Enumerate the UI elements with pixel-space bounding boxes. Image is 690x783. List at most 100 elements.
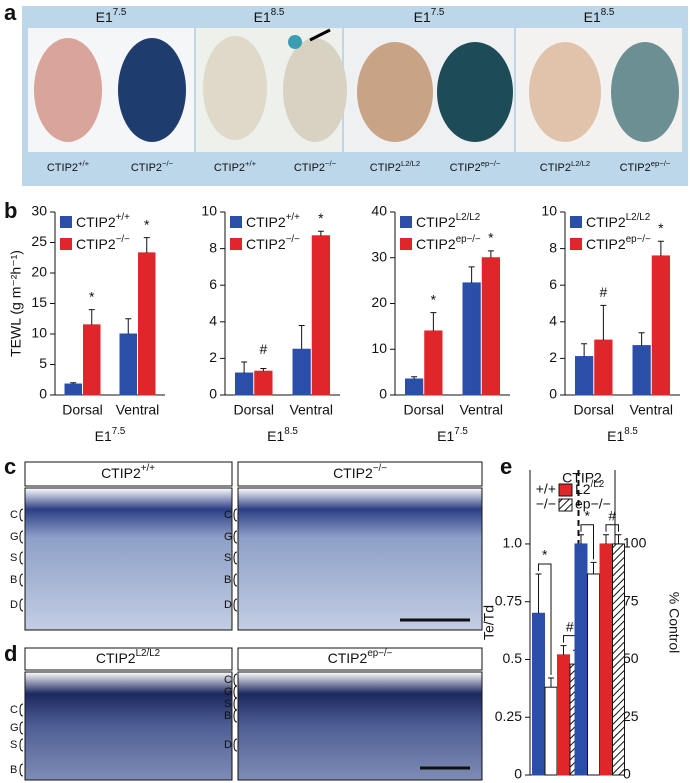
- panel-label: e: [500, 454, 512, 479]
- error-bar: [430, 312, 437, 331]
- title-box: [237, 461, 483, 487]
- legend-label: ep−/−: [575, 496, 611, 512]
- stage-label: E18.5: [254, 7, 285, 25]
- error-bar: [487, 250, 494, 258]
- layer-bracket: [19, 598, 24, 612]
- significance: *: [431, 291, 437, 307]
- tick-label: 1.0: [503, 535, 523, 551]
- layer-label: B: [10, 574, 17, 586]
- x-tick-label: Ventral: [116, 402, 160, 418]
- significance: #: [259, 341, 267, 357]
- tick-label: 0: [514, 766, 522, 782]
- legend-swatch: [558, 483, 573, 497]
- y-axis-label: TEWL (g m⁻²h⁻¹): [8, 250, 24, 357]
- error-bar: [241, 361, 248, 374]
- layer-bracket: [233, 573, 238, 587]
- bar: [532, 612, 545, 776]
- tick-label: 20: [31, 264, 47, 280]
- image-title: CTIP2L2/L2: [96, 648, 160, 666]
- error-bar: [260, 367, 267, 372]
- significance: *: [585, 507, 591, 523]
- bar: [574, 543, 588, 776]
- bar: [481, 257, 500, 396]
- legend-label: CTIP2−/−: [246, 234, 300, 252]
- layer-bracket: [233, 697, 238, 711]
- histology-image: [24, 671, 233, 781]
- layer-label: B: [10, 764, 17, 776]
- tick-label: 6: [209, 276, 217, 292]
- bar: [254, 370, 273, 396]
- genotype-label: CTIP2+/+: [47, 159, 90, 174]
- legend-swatch: [60, 216, 72, 228]
- error-bar: [468, 266, 475, 283]
- bar: [632, 345, 651, 396]
- legend-swatch: [570, 216, 582, 228]
- image-title: CTIP2ep−/−: [328, 648, 393, 666]
- tick-label: 30: [371, 248, 387, 264]
- bar: [311, 235, 330, 396]
- significance: *: [144, 216, 150, 232]
- significance: *: [318, 210, 324, 226]
- layer-label: S: [224, 698, 231, 710]
- layer-label: S: [10, 552, 17, 564]
- error-bar: [615, 534, 622, 544]
- genotype-label: CTIP2L2/L2: [540, 159, 590, 174]
- error-bar: [125, 318, 132, 334]
- legend-label: CTIP2+/+: [76, 212, 130, 230]
- image-title: CTIP2−/−: [333, 463, 387, 481]
- x-tick-label: Dorsal: [62, 402, 102, 418]
- tick-label: 8: [549, 239, 557, 255]
- x-axis-label: E18.5: [267, 426, 298, 444]
- tick-label: 25: [31, 233, 47, 249]
- legend-label: −/−: [536, 496, 556, 512]
- tick-label: 10: [541, 203, 557, 219]
- tick-label: 8: [209, 239, 217, 255]
- x-tick-label: Ventral: [459, 402, 503, 418]
- tick-label: 0.75: [495, 592, 522, 608]
- layer-label: G: [10, 531, 19, 543]
- error-bar: [603, 534, 609, 544]
- bar: [651, 255, 670, 396]
- significance: #: [608, 507, 616, 523]
- significance: *: [488, 230, 494, 246]
- error-bar: [411, 376, 418, 379]
- tick-label: 10: [201, 203, 217, 219]
- error-bar: [578, 534, 584, 544]
- x-tick-label: Ventral: [629, 402, 673, 418]
- legend-label: +/+: [536, 481, 556, 497]
- y-axis-label: Te/Td: [481, 605, 497, 640]
- layer-bracket: [233, 530, 238, 544]
- tick-label: 0: [39, 386, 47, 402]
- bar: [557, 654, 570, 776]
- tick-label: 0: [549, 386, 557, 402]
- y2-axis-label: % Control: [666, 592, 682, 653]
- significance: #: [599, 284, 607, 300]
- layer-bracket: [19, 738, 24, 752]
- tick-label: 2: [209, 349, 217, 365]
- error-bar: [548, 677, 554, 688]
- tick-label: 30: [31, 203, 47, 219]
- legend-swatch: [230, 216, 242, 228]
- layer-label: G: [224, 531, 233, 543]
- histology-image: [24, 487, 233, 631]
- x-axis-label: E17.5: [95, 426, 126, 444]
- tick-label: 0: [623, 766, 631, 782]
- bar: [544, 686, 558, 776]
- layer-bracket: [233, 709, 238, 723]
- legend-label: CTIP2ep−/−: [586, 234, 651, 252]
- legend-label: CTIP2−/−: [76, 234, 130, 252]
- tick-label: 40: [371, 203, 387, 219]
- error-bar: [560, 645, 567, 655]
- bar: [138, 252, 156, 396]
- tick-label: 10: [371, 340, 387, 356]
- legend-label: CTIP2+/+: [246, 212, 300, 230]
- significance: *: [658, 220, 664, 236]
- error-bar: [600, 304, 607, 341]
- legend-swatch: [60, 238, 72, 250]
- legend-label: CTIP2L2/L2: [416, 212, 480, 230]
- legend-label: CTIP2ep−/−: [416, 234, 481, 252]
- tick-label: 4: [549, 313, 557, 329]
- legend-swatch: [570, 238, 582, 250]
- significance: #: [566, 618, 574, 634]
